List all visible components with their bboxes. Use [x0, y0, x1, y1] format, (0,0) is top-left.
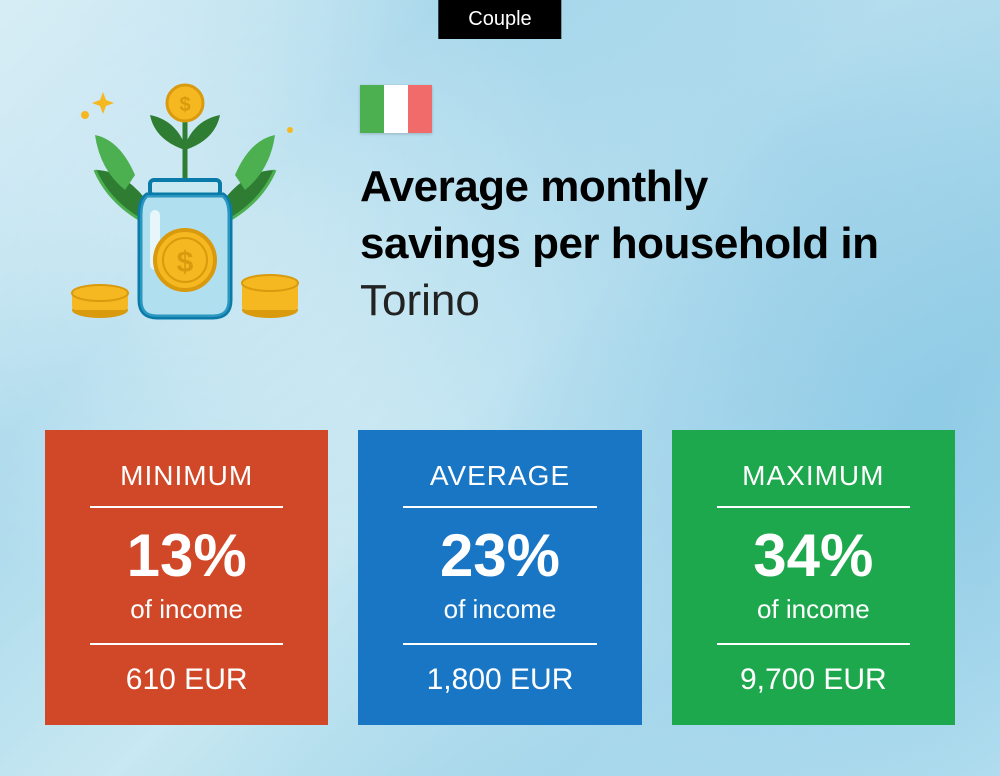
card-subtext: of income [90, 594, 283, 645]
header-block: Average monthly savings per household in… [360, 85, 960, 330]
svg-text:$: $ [177, 246, 194, 279]
svg-text:$: $ [179, 94, 190, 116]
card-label: AVERAGE [403, 460, 596, 508]
card-amount: 9,700 EUR [692, 663, 935, 697]
card-average: AVERAGE 23% of income 1,800 EUR [358, 430, 641, 725]
stats-cards-row: MINIMUM 13% of income 610 EUR AVERAGE 23… [45, 430, 955, 725]
title-line-2: savings per household in [360, 215, 960, 272]
flag-stripe-white [384, 85, 408, 133]
italy-flag-icon [360, 85, 432, 133]
card-subtext: of income [403, 594, 596, 645]
card-maximum: MAXIMUM 34% of income 9,700 EUR [672, 430, 955, 725]
card-amount: 610 EUR [65, 663, 308, 697]
card-label: MAXIMUM [717, 460, 910, 508]
category-badge: Couple [438, 0, 561, 39]
flag-stripe-red [408, 85, 432, 133]
card-percent: 23% [378, 526, 621, 586]
card-amount: 1,800 EUR [378, 663, 621, 697]
card-label: MINIMUM [90, 460, 283, 508]
title-line-1: Average monthly [360, 158, 960, 215]
title-city: Torino [360, 272, 960, 329]
flag-stripe-green [360, 85, 384, 133]
card-percent: 13% [65, 526, 308, 586]
savings-jar-illustration: $ $ [55, 75, 315, 335]
card-minimum: MINIMUM 13% of income 610 EUR [45, 430, 328, 725]
card-percent: 34% [692, 526, 935, 586]
card-subtext: of income [717, 594, 910, 645]
